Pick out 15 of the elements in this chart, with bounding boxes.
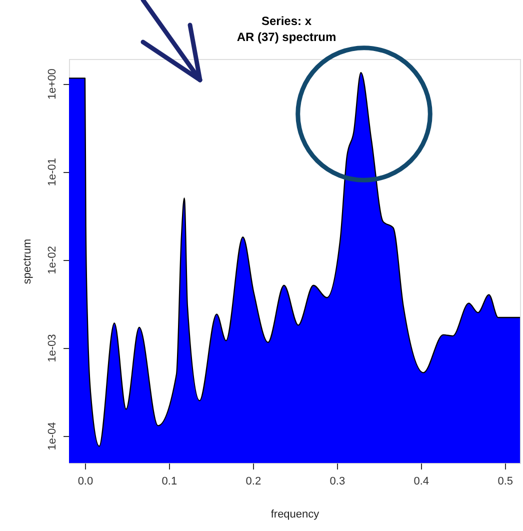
chart-subtitle: AR (37) spectrum <box>236 30 336 44</box>
y-axis-title: spectrum <box>22 238 34 284</box>
x-axis-title: frequency <box>270 508 320 520</box>
x-tick-label: 0.2 <box>246 476 262 488</box>
x-tick-label: 0.0 <box>78 476 94 488</box>
x-tick-label: 0.5 <box>498 476 514 488</box>
chart-title: Series: x <box>261 14 312 28</box>
x-tick-label: 0.1 <box>162 476 178 488</box>
x-tick-label: 0.3 <box>330 476 346 488</box>
y-tick-label: 1e-01 <box>46 158 58 186</box>
y-tick-label: 1e-02 <box>46 246 58 274</box>
y-tick-label: 1e-04 <box>46 422 58 450</box>
x-tick-label: 0.4 <box>414 476 430 488</box>
y-tick-label: 1e-03 <box>46 334 58 362</box>
y-tick-label: 1e+00 <box>46 68 58 100</box>
